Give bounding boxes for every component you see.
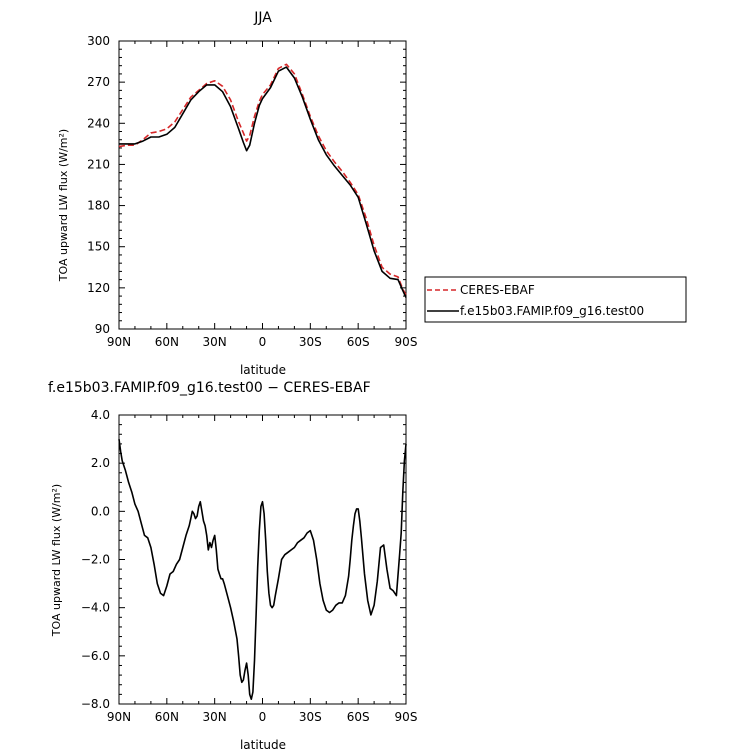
x-tick-label: 60N: [155, 335, 179, 349]
y-tick-label: −6.0: [81, 649, 110, 663]
x-tick-label: 0: [259, 335, 267, 349]
legend-label-model: f.e15b03.FAMIP.f09_g16.test00: [460, 304, 644, 318]
y-tick-label: 240: [87, 116, 110, 130]
x-tick-label: 0: [259, 710, 267, 724]
x-tick-label: 90N: [107, 710, 131, 724]
x-tick-label: 30N: [203, 335, 227, 349]
y-tick-label: 2.0: [91, 456, 110, 470]
legend-box: [424, 276, 687, 323]
legend: CERES-EBAF f.e15b03.FAMIP.f09_g16.test00: [424, 276, 687, 323]
x-tick-label: 90S: [395, 335, 418, 349]
plot-panel-bottom: 90N 60N 30N 0 30S 60S 90S −8.0 −6.0 −4.0 −2.0 0.0 2.…: [81, 408, 418, 724]
x-axis-label-top: latitude: [240, 363, 286, 377]
x-tick-label: 60S: [347, 710, 370, 724]
x-axis-label-bottom: latitude: [240, 738, 286, 752]
y-tick-label: −2.0: [81, 553, 110, 567]
x-tick-label: 90N: [107, 335, 131, 349]
plot-frame: [118, 40, 407, 330]
y-tick-label: 0.0: [91, 504, 110, 518]
plot-panel-top: 90N 60N 30N 0 30S 60S 90S 90 120 150 180 210 240 270 3…: [87, 34, 417, 349]
y-axis-label-bottom: TOA upward LW flux (W/m²): [50, 484, 63, 637]
y-tick-label: 150: [87, 240, 110, 254]
y-tick-label: 120: [87, 281, 110, 295]
x-tick-label: 30S: [299, 710, 322, 724]
legend-label-ceres: CERES-EBAF: [460, 283, 535, 297]
x-tick-label: 60S: [347, 335, 370, 349]
series-line-0-1: [119, 66, 407, 298]
y-tick-label: 210: [87, 157, 110, 171]
x-tick-label: 30S: [299, 335, 322, 349]
y-tick-label: 180: [87, 199, 110, 213]
y-tick-label: 4.0: [91, 408, 110, 422]
series-line-1-0: [118, 438, 407, 700]
x-tick-label: 90S: [395, 710, 418, 724]
chart-title-jja: JJA: [253, 10, 272, 26]
y-tick-label: −8.0: [81, 697, 110, 711]
x-tick-label: 30N: [203, 710, 227, 724]
y-axis-label-top: TOA upward LW flux (W/m²): [57, 129, 70, 282]
y-tick-label: 90: [95, 322, 110, 336]
y-tick-label: −4.0: [81, 601, 110, 615]
series-line-0-0: [118, 63, 407, 296]
chart-title-difference: f.e15b03.FAMIP.f09_g16.test00 − CERES-EB…: [48, 380, 371, 396]
y-tick-label: 300: [87, 34, 110, 48]
y-tick-label: 270: [87, 75, 110, 89]
x-tick-label: 60N: [155, 710, 179, 724]
